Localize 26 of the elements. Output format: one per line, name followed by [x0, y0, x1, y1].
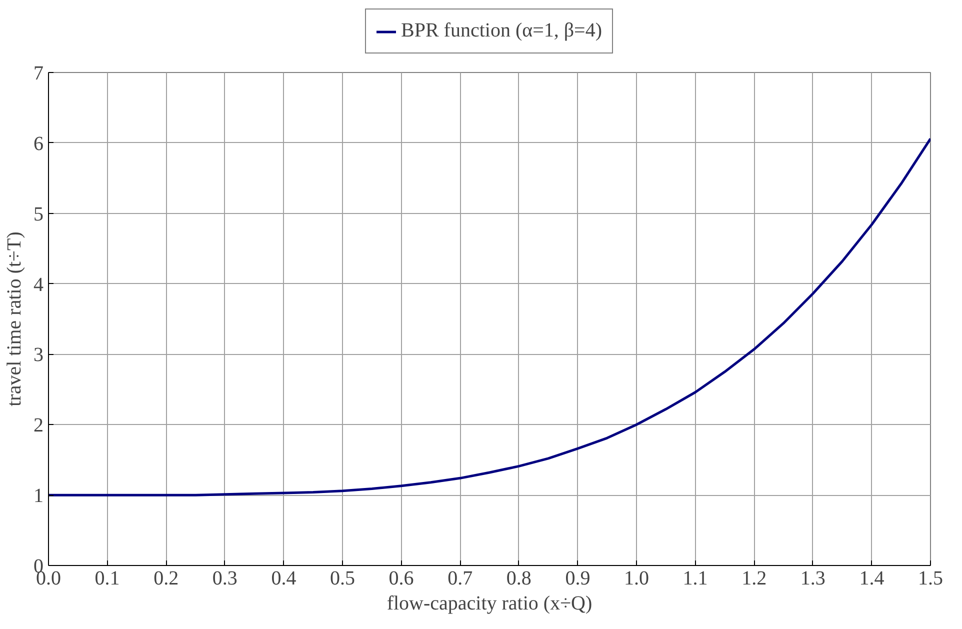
y-tick-label: 4 — [34, 274, 44, 296]
x-tick-label: 0.2 — [154, 568, 179, 590]
x-tick-label: 0.5 — [330, 568, 355, 590]
y-tick-label: 3 — [34, 344, 44, 366]
x-tick-label: 0.8 — [506, 568, 532, 590]
x-tick-label: 0.7 — [448, 568, 473, 590]
x-tick-label: 1.0 — [624, 568, 649, 590]
x-tick-label: 0.3 — [212, 568, 238, 590]
x-tick-label: 1.1 — [682, 568, 708, 590]
x-tick-label: 1.5 — [918, 568, 943, 590]
x-tick-label: 1.3 — [800, 568, 826, 590]
x-tick-label: 0.1 — [94, 568, 120, 590]
x-tick-label: 1.4 — [859, 568, 884, 590]
x-tick-label: 1.2 — [742, 568, 767, 590]
y-tick-label: 5 — [34, 203, 44, 226]
y-tick-label: 2 — [34, 414, 44, 437]
y-tick-label: 1 — [34, 485, 44, 508]
x-axis-title: flow-capacity ratio (x÷Q) — [386, 592, 592, 614]
y-tick-label: 6 — [34, 132, 44, 155]
x-tick-label: 0.4 — [271, 568, 296, 590]
legend-label: BPR function (α=1, β=4) — [401, 20, 602, 42]
line-series — [48, 137, 930, 496]
y-axis-title: travel time ratio (t÷T) — [4, 232, 26, 406]
x-tick-label: 0.9 — [565, 568, 590, 590]
x-tick-label: 0.6 — [388, 568, 414, 590]
y-tick-label: 7 — [34, 62, 44, 84]
